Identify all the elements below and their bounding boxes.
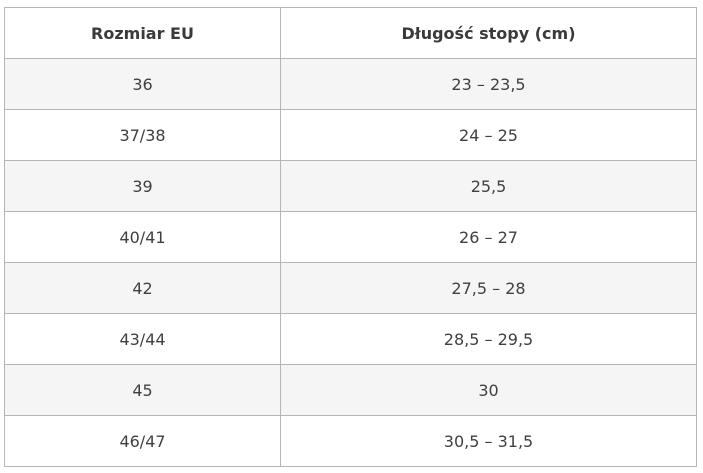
foot-length-cell: 28,5 – 29,5 (280, 313, 697, 365)
table-row: 42 27,5 – 28 (4, 262, 697, 314)
eu-size-cell: 43/44 (4, 313, 281, 365)
header-row: Rozmiar EU Długość stopy (cm) (4, 7, 697, 59)
foot-length-cell: 25,5 (280, 160, 697, 212)
foot-length-cell: 26 – 27 (280, 211, 697, 263)
header-foot-length: Długość stopy (cm) (280, 7, 697, 59)
eu-size-cell: 46/47 (4, 415, 281, 467)
table-row: 39 25,5 (4, 160, 697, 212)
table-row: 40/41 26 – 27 (4, 211, 697, 263)
foot-length-cell: 23 – 23,5 (280, 58, 697, 110)
eu-size-cell: 45 (4, 364, 281, 416)
foot-length-cell: 24 – 25 (280, 109, 697, 161)
foot-length-cell: 30 (280, 364, 697, 416)
table-row: 45 30 (4, 364, 697, 416)
eu-size-cell: 36 (4, 58, 281, 110)
eu-size-cell: 39 (4, 160, 281, 212)
table-row: 43/44 28,5 – 29,5 (4, 313, 697, 365)
table-row: 36 23 – 23,5 (4, 58, 697, 110)
foot-length-cell: 27,5 – 28 (280, 262, 697, 314)
eu-size-cell: 37/38 (4, 109, 281, 161)
eu-size-cell: 40/41 (4, 211, 281, 263)
header-eu-size: Rozmiar EU (4, 7, 281, 59)
table-row: 37/38 24 – 25 (4, 109, 697, 161)
foot-length-cell: 30,5 – 31,5 (280, 415, 697, 467)
eu-size-cell: 42 (4, 262, 281, 314)
size-chart-table: Rozmiar EU Długość stopy (cm) 36 23 – 23,… (4, 7, 697, 467)
table-row: 46/47 30,5 – 31,5 (4, 415, 697, 467)
